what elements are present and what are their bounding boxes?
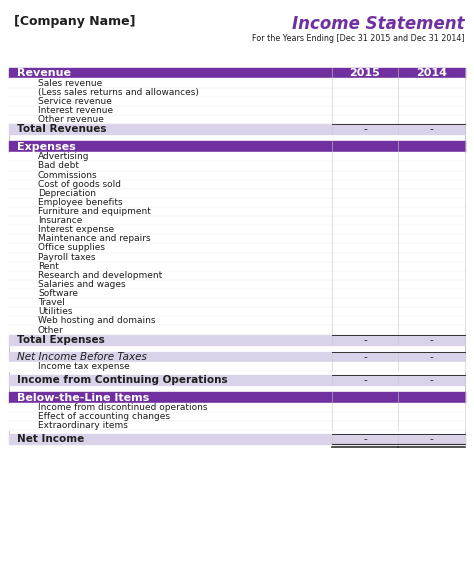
Bar xyxy=(9,179,465,189)
Text: Cost of goods sold: Cost of goods sold xyxy=(38,180,121,189)
Bar xyxy=(9,96,465,106)
Bar xyxy=(9,392,465,403)
Text: Income from Continuing Operations: Income from Continuing Operations xyxy=(17,375,227,385)
Bar xyxy=(9,171,465,179)
Text: Travel: Travel xyxy=(38,298,65,307)
Bar xyxy=(9,225,465,234)
Text: Revenue: Revenue xyxy=(17,68,71,78)
Bar xyxy=(9,207,465,216)
Text: Employee benefits: Employee benefits xyxy=(38,198,123,207)
Text: Net Income Before Taxes: Net Income Before Taxes xyxy=(17,352,146,362)
Bar xyxy=(9,252,465,262)
Bar xyxy=(9,325,465,335)
Text: -: - xyxy=(363,335,367,345)
Text: Furniture and equipment: Furniture and equipment xyxy=(38,207,151,216)
Text: Expenses: Expenses xyxy=(17,142,75,152)
Bar xyxy=(9,434,465,444)
Bar xyxy=(9,362,465,371)
Text: (Less sales returns and allowances): (Less sales returns and allowances) xyxy=(38,88,199,96)
Text: -: - xyxy=(429,434,433,444)
Text: Interest revenue: Interest revenue xyxy=(38,106,113,115)
Bar xyxy=(9,243,465,252)
Text: Payroll taxes: Payroll taxes xyxy=(38,253,95,262)
Bar xyxy=(9,289,465,298)
Text: -: - xyxy=(429,124,433,134)
Bar xyxy=(9,216,465,225)
Text: Total Expenses: Total Expenses xyxy=(17,335,104,345)
Text: Rent: Rent xyxy=(38,262,59,270)
Text: Office supplies: Office supplies xyxy=(38,243,105,252)
Bar xyxy=(9,298,465,307)
Text: Extraordinary items: Extraordinary items xyxy=(38,422,128,430)
Text: Research and development: Research and development xyxy=(38,271,162,280)
Text: 2014: 2014 xyxy=(416,68,447,78)
Text: For the Years Ending [Dec 31 2015 and Dec 31 2014]: For the Years Ending [Dec 31 2015 and De… xyxy=(252,34,465,42)
Text: Service revenue: Service revenue xyxy=(38,97,112,106)
Bar xyxy=(9,262,465,270)
Text: Maintenance and repairs: Maintenance and repairs xyxy=(38,235,151,243)
Bar xyxy=(9,198,465,207)
Bar xyxy=(9,280,465,289)
Text: Income from discontinued operations: Income from discontinued operations xyxy=(38,403,208,412)
Text: Depreciation: Depreciation xyxy=(38,189,96,198)
Bar xyxy=(9,124,465,134)
Text: Interest expense: Interest expense xyxy=(38,225,114,234)
Text: Net Income: Net Income xyxy=(17,434,84,444)
Text: Other revenue: Other revenue xyxy=(38,115,104,124)
Bar xyxy=(9,316,465,325)
Bar xyxy=(9,152,465,161)
Text: Commissions: Commissions xyxy=(38,171,98,179)
Bar xyxy=(9,161,465,171)
Bar xyxy=(9,421,465,430)
Bar xyxy=(9,335,465,345)
Text: Utilities: Utilities xyxy=(38,308,73,316)
Bar xyxy=(9,375,465,385)
Bar xyxy=(9,106,465,115)
Bar xyxy=(9,307,465,316)
Bar xyxy=(9,270,465,280)
Text: Sales revenue: Sales revenue xyxy=(38,79,102,88)
Text: Other: Other xyxy=(38,326,64,335)
Text: Advertising: Advertising xyxy=(38,152,90,161)
Text: Software: Software xyxy=(38,289,78,298)
Bar xyxy=(9,115,465,124)
Bar xyxy=(9,403,465,412)
Bar xyxy=(9,88,465,96)
Text: Bad debt: Bad debt xyxy=(38,162,79,171)
Bar xyxy=(9,189,465,198)
Bar xyxy=(9,68,465,79)
Bar xyxy=(9,141,465,152)
Text: -: - xyxy=(363,434,367,444)
Text: -: - xyxy=(429,335,433,345)
Text: -: - xyxy=(429,375,433,385)
Text: -: - xyxy=(363,124,367,134)
Bar xyxy=(9,79,465,88)
Text: Web hosting and domains: Web hosting and domains xyxy=(38,316,155,325)
Text: Total Revenues: Total Revenues xyxy=(17,124,106,134)
Text: -: - xyxy=(363,375,367,385)
Bar xyxy=(9,412,465,421)
Text: Salaries and wages: Salaries and wages xyxy=(38,280,126,289)
Text: Below-the-Line Items: Below-the-Line Items xyxy=(17,393,149,403)
Bar xyxy=(9,352,465,362)
Text: Income Statement: Income Statement xyxy=(292,15,465,33)
Text: Insurance: Insurance xyxy=(38,216,82,225)
Text: -: - xyxy=(363,352,367,362)
Text: Effect of accounting changes: Effect of accounting changes xyxy=(38,412,170,421)
Bar xyxy=(9,234,465,243)
Text: Income tax expense: Income tax expense xyxy=(38,362,130,371)
Text: -: - xyxy=(429,352,433,362)
Text: [Company Name]: [Company Name] xyxy=(14,15,136,28)
Text: 2015: 2015 xyxy=(350,68,380,78)
